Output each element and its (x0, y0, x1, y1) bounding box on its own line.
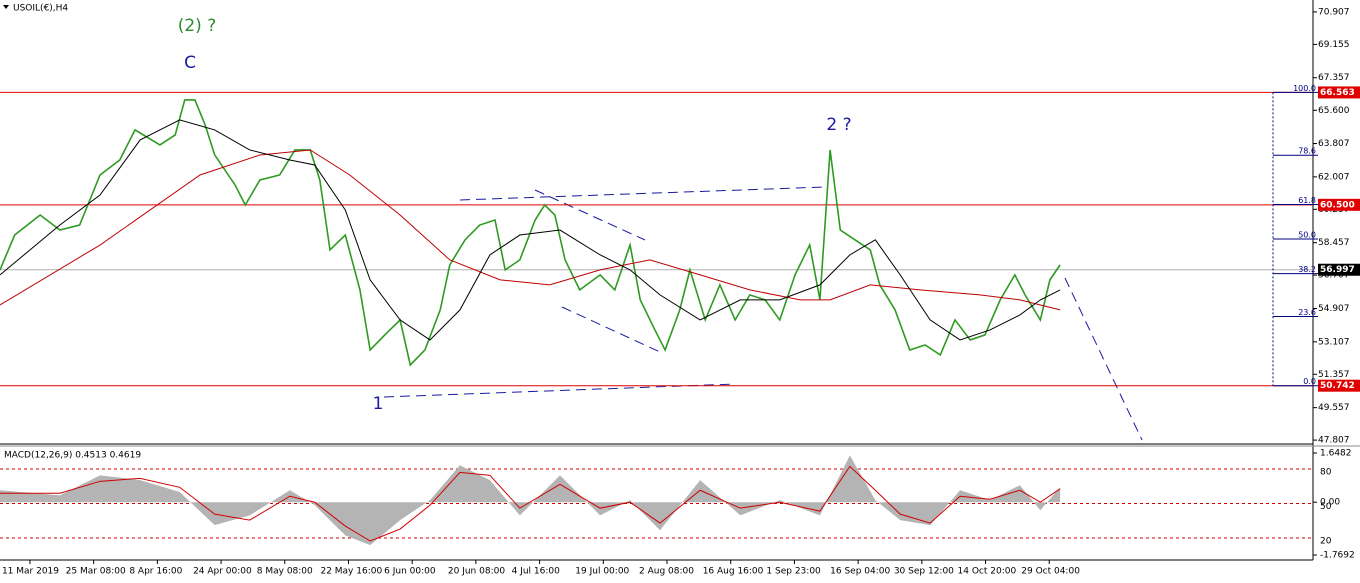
y-tick-label: 0.00 (1320, 498, 1340, 508)
x-tick-label: 16 Sep 04:00 (830, 567, 890, 577)
price-label-box (1318, 263, 1360, 276)
x-tick-label: 8 Apr 16:00 (129, 567, 182, 577)
price-label-box (1318, 198, 1360, 211)
y-tick-label: 65.600 (1318, 106, 1350, 116)
macd-title: MACD(12,26,9) 0.4513 0.4619 (4, 451, 141, 461)
x-tick-label: 16 Aug 16:00 (703, 567, 764, 577)
wave-label: C (184, 53, 196, 73)
price-label: 56.997 (1320, 265, 1355, 275)
wave-label: (2) ? (178, 16, 217, 36)
y-tick-label: 49.557 (1318, 403, 1350, 413)
y-tick-label: 63.807 (1318, 139, 1350, 149)
y-tick-label: 1.6482 (1320, 449, 1352, 459)
price-label: 50.742 (1320, 381, 1355, 391)
x-tick-label: 25 Mar 08:00 (66, 567, 126, 577)
price-series (0, 149, 1061, 311)
x-tick-label: 30 Sep 12:00 (894, 567, 954, 577)
trendline (459, 186, 826, 201)
chart-title: USOIL(€),H4 (13, 4, 68, 14)
trendline (1064, 277, 1143, 441)
y2-tick-label: 50 (1320, 502, 1332, 512)
fib-label: 0.0 (1303, 377, 1316, 386)
menu-triangle[interactable] (3, 5, 9, 9)
y-tick-label: -1.7692 (1320, 550, 1355, 560)
trendline (534, 189, 646, 241)
fib-label: 38.2 (1298, 265, 1316, 274)
price-label: 66.563 (1320, 88, 1355, 98)
y-tick-label: 47.807 (1318, 436, 1350, 446)
y-tick-label: 67.357 (1318, 73, 1350, 83)
price-label: 60.500 (1320, 200, 1355, 210)
y-tick-label: 51.357 (1318, 370, 1350, 380)
price-label-box (1318, 86, 1360, 99)
y-tick-label: 69.155 (1318, 40, 1350, 50)
fib-label: 23.6 (1298, 308, 1316, 317)
x-tick-label: 4 Jul 16:00 (512, 567, 561, 577)
y2-tick-label: 20 (1320, 536, 1332, 546)
fib-label: 100.0 (1293, 84, 1316, 93)
y-tick-label: 53.107 (1318, 337, 1350, 347)
y-tick-label: 58.457 (1318, 238, 1350, 248)
y2-tick-label: 80 (1320, 467, 1332, 477)
price-series (0, 119, 1061, 341)
price-label-box (1318, 379, 1360, 392)
x-tick-label: 11 Mar 2019 (2, 567, 59, 577)
price-series (0, 99, 1061, 367)
x-tick-label: 24 Apr 00:00 (193, 567, 252, 577)
x-tick-label: 1 Sep 23:00 (766, 567, 821, 577)
y-tick-label: 54.907 (1318, 304, 1350, 314)
wave-label: 2 ? (826, 115, 851, 135)
y-tick-label: 62.007 (1318, 172, 1350, 182)
x-tick-label: 14 Oct 20:00 (958, 567, 1017, 577)
x-tick-label: 22 May 16:00 (320, 567, 382, 577)
macd-histogram (0, 455, 1061, 546)
x-tick-label: 29 Oct 04:00 (1021, 567, 1080, 577)
macd-signal (0, 465, 1061, 542)
x-tick-label: 8 May 08:00 (257, 567, 313, 577)
fib-label: 78.6 (1298, 147, 1316, 156)
fib-label: 50.0 (1298, 231, 1316, 240)
x-tick-label: 20 Jun 08:00 (448, 567, 505, 577)
y-tick-label: 70.907 (1318, 7, 1350, 17)
x-tick-label: 6 Jun 00:00 (384, 567, 436, 577)
wave-label: 1 (373, 394, 384, 414)
x-tick-label: 19 Jul 00:00 (575, 567, 629, 577)
x-tick-label: 2 Aug 08:00 (639, 567, 694, 577)
trendline (561, 306, 661, 353)
fib-label: 61.8 (1298, 196, 1316, 205)
